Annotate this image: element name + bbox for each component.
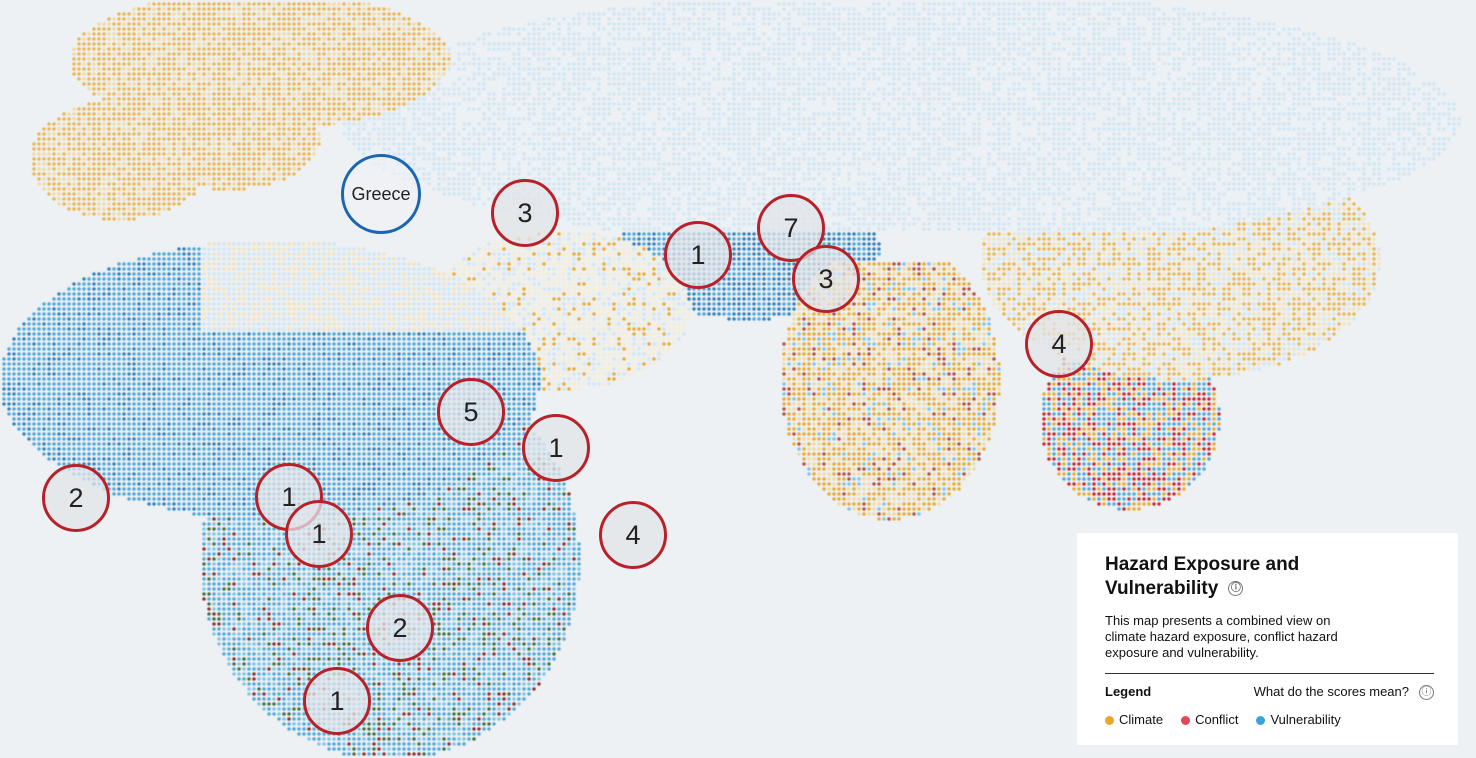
info-icon[interactable]: ⓘ <box>1419 685 1434 701</box>
divider <box>1105 673 1434 674</box>
legend-conflict: Conflict <box>1181 712 1238 727</box>
panel-title: Hazard Exposure and Vulnerability ⓘ <box>1105 554 1300 599</box>
vulnerability-dot-icon <box>1256 716 1266 726</box>
score-marker[interactable]: 3 <box>491 179 559 247</box>
score-marker[interactable]: 1 <box>522 414 590 482</box>
score-marker[interactable]: 2 <box>366 594 434 662</box>
conflict-dot-icon <box>1181 716 1191 726</box>
score-marker[interactable]: 1 <box>664 221 732 289</box>
country-marker-greece[interactable]: Greece <box>341 154 421 234</box>
climate-dot-icon <box>1105 716 1114 726</box>
panel-description: This map presents a combined view on cli… <box>1105 613 1338 660</box>
score-marker[interactable]: 5 <box>437 378 505 446</box>
score-marker[interactable]: 1 <box>303 667 371 735</box>
score-marker[interactable]: 4 <box>599 501 667 569</box>
score-marker[interactable]: 4 <box>1025 310 1093 378</box>
legend-climate: Climate <box>1105 712 1163 727</box>
info-icon[interactable]: ⓘ <box>1228 581 1244 597</box>
score-marker[interactable]: 3 <box>792 245 860 313</box>
scores-link[interactable]: What do the scores mean? ⓘ <box>1254 684 1434 701</box>
score-marker[interactable]: 2 <box>42 464 110 532</box>
legend-vulnerability: Vulnerability <box>1256 712 1341 727</box>
legend-panel: Hazard Exposure and Vulnerability ⓘ This … <box>1077 533 1458 745</box>
score-marker[interactable]: 1 <box>285 500 353 568</box>
legend-label: Legend <box>1105 684 1152 699</box>
